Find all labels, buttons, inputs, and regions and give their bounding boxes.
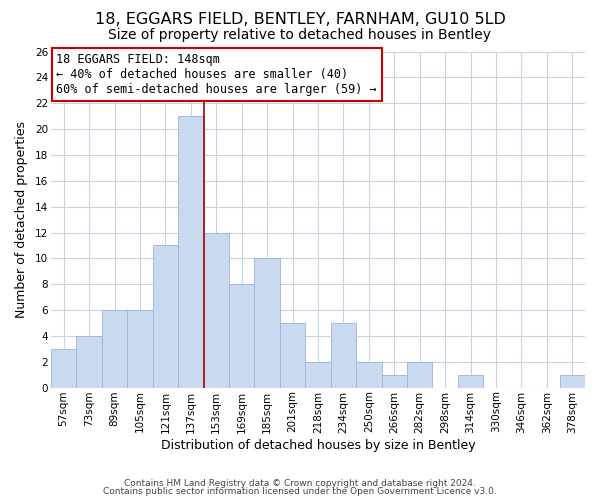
Text: 18 EGGARS FIELD: 148sqm
← 40% of detached houses are smaller (40)
60% of semi-de: 18 EGGARS FIELD: 148sqm ← 40% of detache…: [56, 53, 377, 96]
Bar: [280, 323, 305, 388]
Bar: [382, 374, 407, 388]
Text: 18, EGGARS FIELD, BENTLEY, FARNHAM, GU10 5LD: 18, EGGARS FIELD, BENTLEY, FARNHAM, GU10…: [95, 12, 505, 28]
Bar: [458, 374, 483, 388]
Text: Size of property relative to detached houses in Bentley: Size of property relative to detached ho…: [109, 28, 491, 42]
Bar: [76, 336, 102, 388]
Bar: [305, 362, 331, 388]
Bar: [102, 310, 127, 388]
Bar: [178, 116, 203, 388]
Bar: [407, 362, 433, 388]
Bar: [331, 323, 356, 388]
Y-axis label: Number of detached properties: Number of detached properties: [15, 121, 28, 318]
Bar: [356, 362, 382, 388]
Text: Contains public sector information licensed under the Open Government Licence v3: Contains public sector information licen…: [103, 487, 497, 496]
Bar: [229, 284, 254, 388]
Bar: [51, 349, 76, 388]
Bar: [127, 310, 152, 388]
Bar: [152, 246, 178, 388]
X-axis label: Distribution of detached houses by size in Bentley: Distribution of detached houses by size …: [161, 440, 475, 452]
Text: Contains HM Land Registry data © Crown copyright and database right 2024.: Contains HM Land Registry data © Crown c…: [124, 478, 476, 488]
Bar: [203, 232, 229, 388]
Bar: [254, 258, 280, 388]
Bar: [560, 374, 585, 388]
